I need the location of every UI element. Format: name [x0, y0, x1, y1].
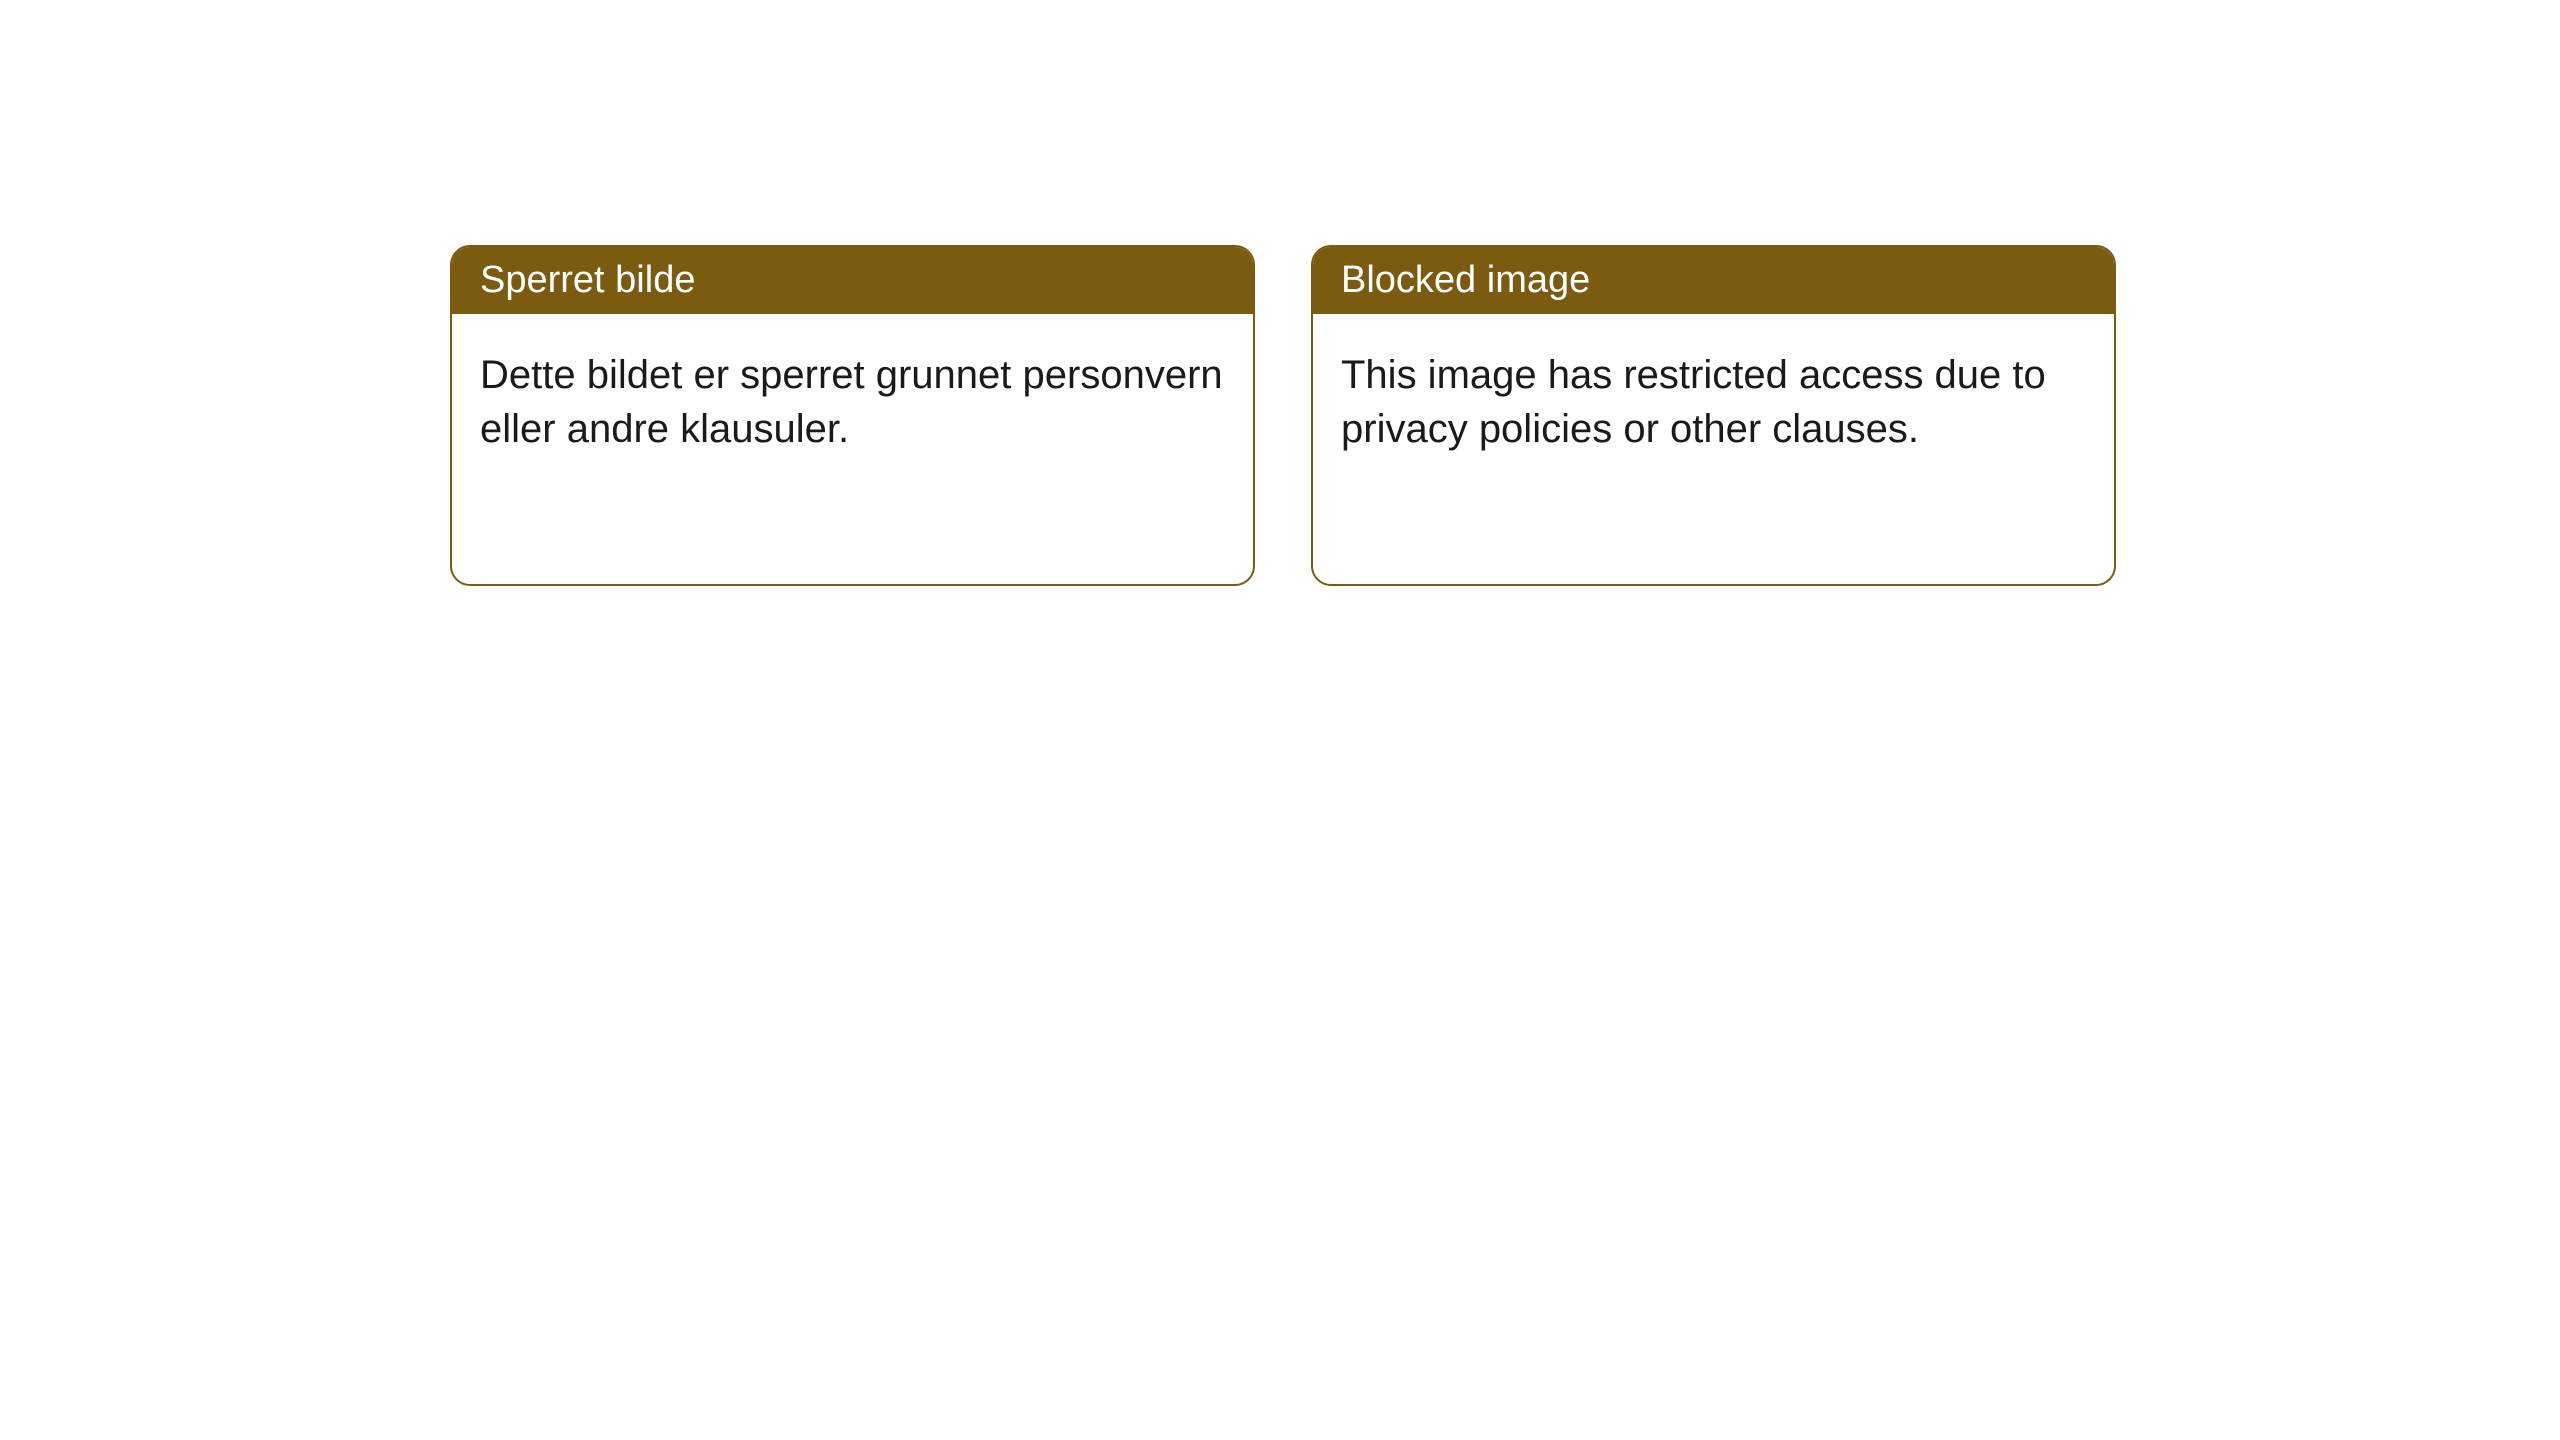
notice-body: Dette bildet er sperret grunnet personve…: [452, 314, 1253, 584]
notice-body: This image has restricted access due to …: [1313, 314, 2114, 584]
notice-container: Sperret bilde Dette bildet er sperret gr…: [0, 0, 2560, 586]
notice-card-norwegian: Sperret bilde Dette bildet er sperret gr…: [450, 245, 1255, 586]
notice-header: Sperret bilde: [452, 247, 1253, 314]
notice-header: Blocked image: [1313, 247, 2114, 314]
notice-card-english: Blocked image This image has restricted …: [1311, 245, 2116, 586]
